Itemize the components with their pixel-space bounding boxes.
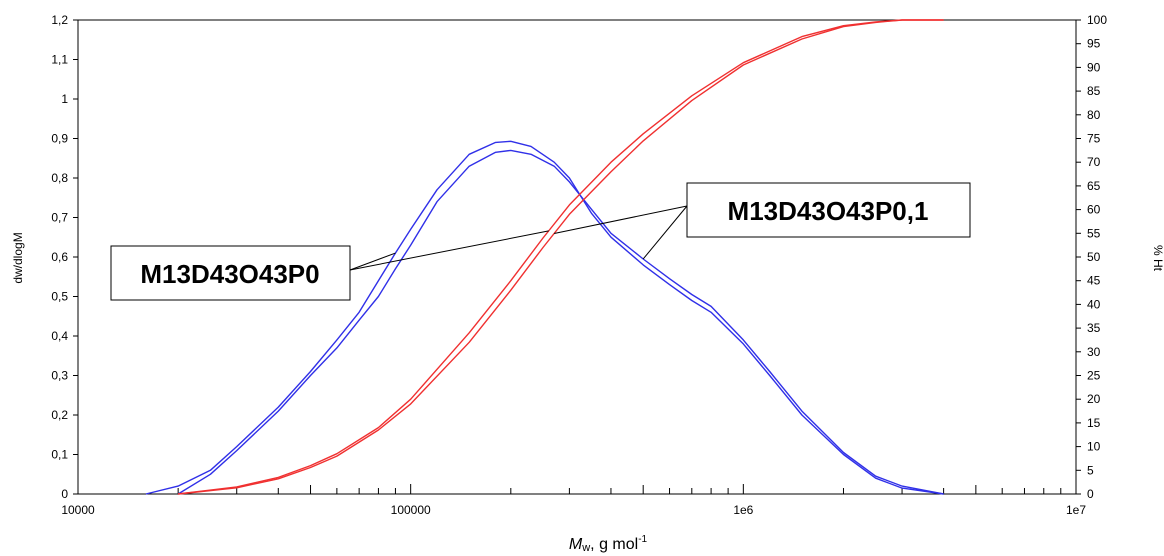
y-right-tick-label: 25 <box>1087 369 1101 383</box>
leader-p01-cumulative <box>554 205 688 235</box>
x-axis-label-rest: , g mol <box>590 536 638 553</box>
y-right-tick-label: 35 <box>1087 321 1101 335</box>
y-left-tick-label: 0,8 <box>51 171 68 185</box>
y-right-tick-label: 60 <box>1087 203 1101 217</box>
leader-p01-differential <box>642 205 688 260</box>
y-right-tick-label: 50 <box>1087 250 1101 264</box>
leader-p0-differential <box>349 252 396 271</box>
y-right-tick-label: 55 <box>1087 226 1101 240</box>
x-axis-label: Mw, g mol-1 <box>569 534 648 554</box>
y-left-tick-label: 0,3 <box>51 369 68 383</box>
y-right-axis-label: % Ht <box>1151 245 1164 272</box>
series-line-differential-1 <box>145 140 944 495</box>
y-right-tick-label: 20 <box>1087 392 1101 406</box>
x-tick-label: 1e7 <box>1066 503 1086 517</box>
y-left-tick-label: 0,7 <box>51 211 68 225</box>
y-right-tick-label: 90 <box>1087 60 1101 74</box>
y-left-tick-label: 1 <box>61 92 68 106</box>
x-tick-label: 10000 <box>61 503 95 517</box>
y-left-tick-label: 0,5 <box>51 290 68 304</box>
x-axis-label-sub: w <box>581 542 590 554</box>
y-right-axis: 0 5 10 15 20 25 30 35 40 45 50 55 60 65 70 75 80 85 90 95 10… <box>1076 13 1107 501</box>
series-line-cumulative-3 <box>178 19 944 495</box>
y-right-tick-label: 40 <box>1087 297 1101 311</box>
x-axis-label-sup: -1 <box>638 534 647 545</box>
series-line-cumulative-4 <box>178 19 944 495</box>
annotation-p01-label: M13D43O43P0,1 <box>728 196 929 226</box>
x-minor-ticks <box>177 485 1062 494</box>
y-right-tick-label: 0 <box>1087 487 1094 501</box>
y-left-axis-label: dw/dlogM <box>11 232 25 283</box>
y-right-tick-label: 5 <box>1087 463 1094 477</box>
x-axis-label-italic: M <box>569 536 583 553</box>
annotation-box-p01: M13D43O43P0,1 <box>686 182 971 238</box>
annotation-box-p0-frame <box>110 245 351 301</box>
y-left-tick-label: 1,1 <box>51 53 68 67</box>
y-left-axis: 0 0,1 0,2 0,3 0,4 0,5 0,6 0,7 0,8 0,9 1 1,1 1,2 <box>51 13 78 501</box>
y-left-tick-label: 0,6 <box>51 250 68 264</box>
y-left-tick-label: 0,9 <box>51 132 68 146</box>
y-right-tick-label: 75 <box>1087 132 1101 146</box>
y-right-tick-label: 100 <box>1087 13 1107 27</box>
x-tick-label: 100000 <box>391 503 431 517</box>
y-left-tick-label: 1,2 <box>51 13 68 27</box>
y-right-tick-label: 10 <box>1087 440 1101 454</box>
annotation-box-p0: M13D43O43P0 <box>110 245 351 301</box>
x-tick-label: 1e6 <box>733 503 753 517</box>
y-right-tick-label: 65 <box>1087 179 1101 193</box>
y-right-tick-label: 70 <box>1087 155 1101 169</box>
y-right-tick-label: 45 <box>1087 274 1101 288</box>
annotation-box-p01-frame <box>686 182 971 238</box>
y-right-tick-label: 85 <box>1087 84 1101 98</box>
y-right-tick-label: 80 <box>1087 108 1101 122</box>
y-left-tick-label: 0 <box>61 487 68 501</box>
x-axis: 10000 100000 1e6 1e7 <box>61 484 1086 517</box>
y-left-tick-label: 0,4 <box>51 329 68 343</box>
y-right-tick-label: 15 <box>1087 416 1101 430</box>
series-line-differential-2 <box>177 149 944 495</box>
y-left-tick-label: 0,2 <box>51 408 68 422</box>
y-left-tick-label: 0,1 <box>51 448 68 462</box>
annotation-leaders <box>349 205 688 271</box>
annotation-p0-label: M13D43O43P0 <box>140 259 319 289</box>
y-right-tick-label: 30 <box>1087 345 1101 359</box>
series-group <box>145 19 944 495</box>
y-right-tick-label: 95 <box>1087 37 1101 51</box>
leader-p0-cumulative <box>349 230 549 271</box>
